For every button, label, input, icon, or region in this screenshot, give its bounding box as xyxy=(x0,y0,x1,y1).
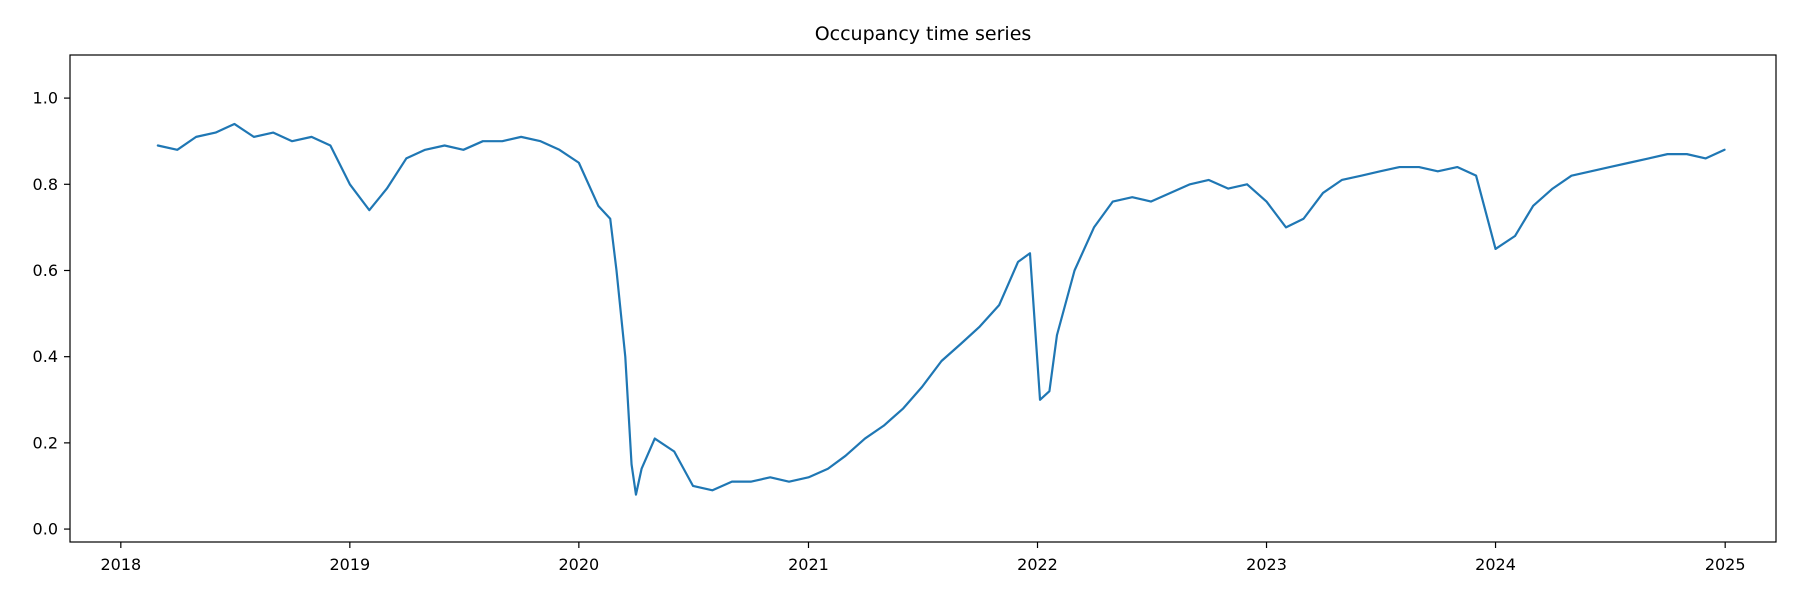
y-tick-label: 0.0 xyxy=(33,520,58,539)
y-tick-label: 0.8 xyxy=(33,175,58,194)
x-tick-label: 2021 xyxy=(788,555,829,574)
x-tick-label: 2018 xyxy=(100,555,141,574)
y-axis: 0.0 0.2 0.4 0.6 0.8 1.0 xyxy=(33,89,70,539)
y-tick-label: 0.6 xyxy=(33,261,58,280)
x-tick-label: 2025 xyxy=(1705,555,1746,574)
chart-title: Occupancy time series xyxy=(815,23,1032,45)
series-line xyxy=(156,122,1726,496)
x-axis: 2018 2019 2020 2021 2022 2023 2024 2025 xyxy=(100,542,1746,574)
plot-frame xyxy=(69,54,1777,543)
y-tick-label: 0.2 xyxy=(33,433,58,452)
x-tick-label: 2023 xyxy=(1246,555,1287,574)
x-tick-label: 2024 xyxy=(1475,555,1516,574)
series-area xyxy=(156,122,1726,496)
y-tick-label: 0.4 xyxy=(33,347,58,366)
x-tick-label: 2020 xyxy=(558,555,599,574)
x-tick-label: 2019 xyxy=(329,555,370,574)
x-tick-label: 2022 xyxy=(1017,555,1058,574)
y-tick-label: 1.0 xyxy=(33,89,58,108)
